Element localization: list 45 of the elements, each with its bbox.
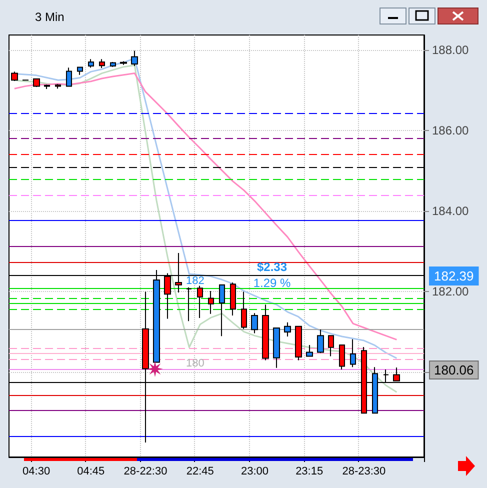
candlestick <box>230 282 236 316</box>
candlestick <box>66 67 72 87</box>
x-tick-label: 28-22:30 <box>124 466 168 478</box>
candlestick <box>295 326 302 361</box>
x-tick-label: 04:30 <box>22 466 50 478</box>
text: 180.06 <box>434 362 474 378</box>
candlestick <box>131 50 138 67</box>
annotation: 180 <box>186 358 204 370</box>
candlestick <box>306 344 313 357</box>
candlestick <box>328 335 334 357</box>
y-tick-label: 188.00 <box>432 42 470 57</box>
candlestick <box>317 329 324 354</box>
annotation: 182 <box>186 275 204 288</box>
candlestick <box>197 285 203 318</box>
x-tick-label: 04:45 <box>77 466 105 478</box>
candlestick <box>273 328 280 368</box>
candlestick <box>350 338 356 368</box>
y-tick-label: 184.00 <box>432 204 470 218</box>
x-tick-label: 23:00 <box>240 466 268 478</box>
x-tick-label: 22:45 <box>186 466 214 478</box>
candlestick <box>33 78 40 88</box>
chart-title: 3 Min <box>35 10 64 24</box>
candlestick <box>44 84 50 90</box>
candlestick <box>262 304 269 361</box>
y-tick-label: 182.00 <box>432 284 470 299</box>
candlestick <box>219 284 225 337</box>
y-tick-label: 186.00 <box>432 124 470 138</box>
x-tick-label: 23:15 <box>296 466 324 478</box>
candlestick <box>284 322 291 337</box>
candlestick <box>208 290 214 314</box>
candlestick <box>55 84 61 90</box>
candlestick <box>110 62 116 68</box>
x-tick-label: 28-23:30 <box>342 466 386 478</box>
text: 182.39 <box>434 268 474 284</box>
candlestick <box>339 344 345 370</box>
candlestick <box>77 66 83 76</box>
candlestick <box>88 58 94 68</box>
candlestick <box>241 291 247 330</box>
candlestick <box>11 71 18 82</box>
candlestick <box>120 60 127 66</box>
candlestick <box>186 286 192 322</box>
annotation: $2.33 <box>256 260 288 274</box>
candlestick <box>99 58 105 69</box>
annotation: 1.29 % <box>253 276 292 290</box>
candlestick <box>251 312 258 334</box>
